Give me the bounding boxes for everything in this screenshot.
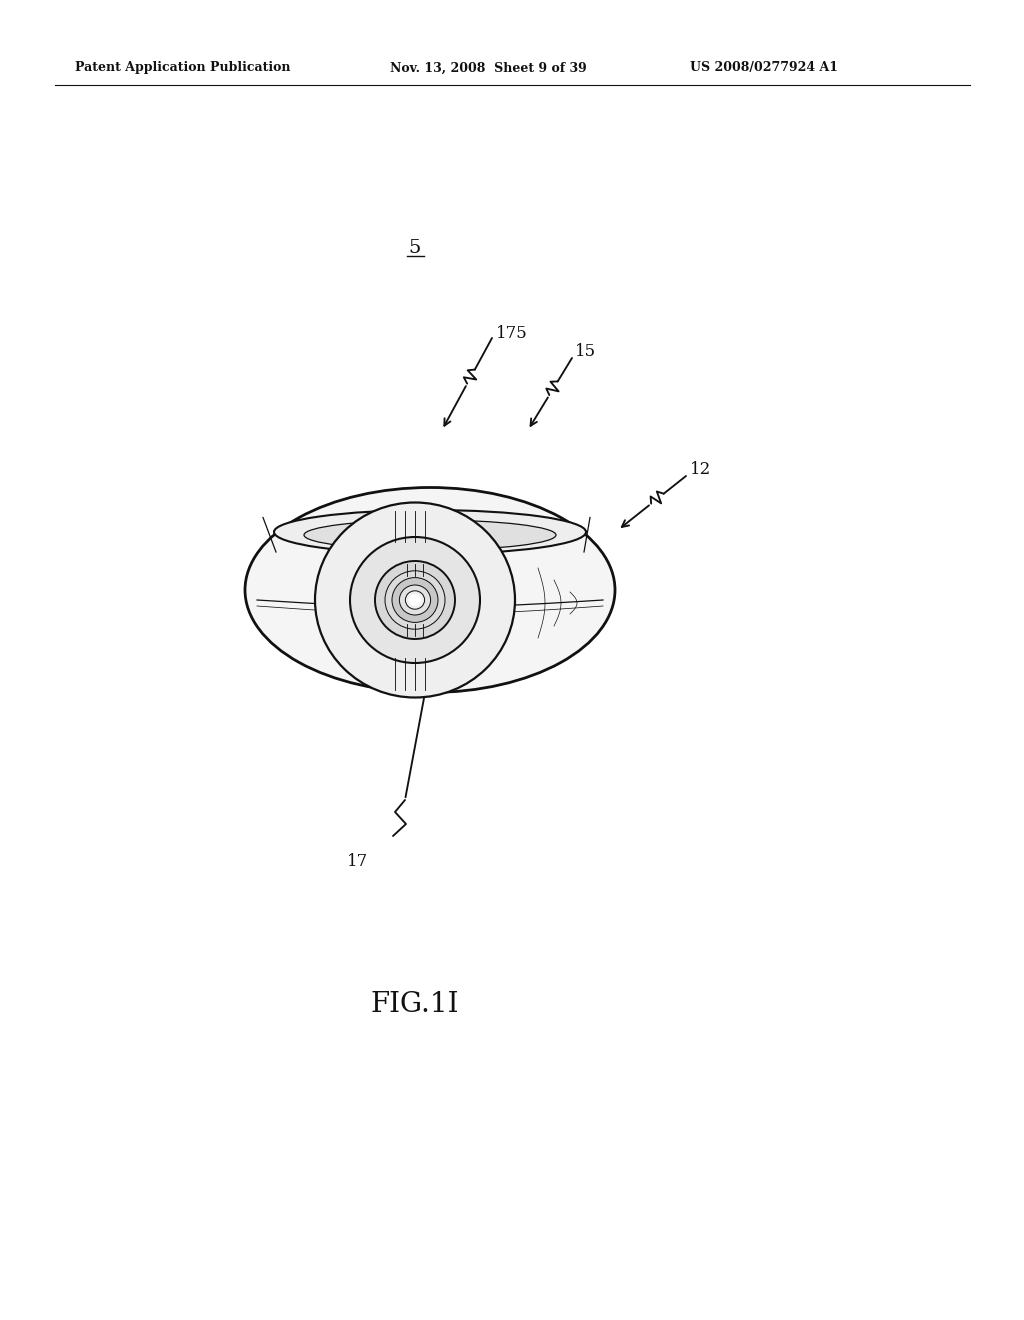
Ellipse shape (406, 591, 425, 610)
Ellipse shape (375, 561, 455, 639)
Text: 15: 15 (575, 343, 596, 360)
Text: Nov. 13, 2008  Sheet 9 of 39: Nov. 13, 2008 Sheet 9 of 39 (390, 62, 587, 74)
Text: 12: 12 (690, 462, 712, 479)
Text: FIG.1I: FIG.1I (371, 991, 459, 1019)
Ellipse shape (392, 578, 438, 623)
Ellipse shape (409, 594, 422, 606)
Ellipse shape (399, 585, 431, 615)
Ellipse shape (315, 503, 515, 697)
Text: 5: 5 (409, 239, 421, 257)
Text: Patent Application Publication: Patent Application Publication (75, 62, 291, 74)
Text: 17: 17 (347, 854, 369, 870)
Ellipse shape (385, 570, 445, 630)
Ellipse shape (245, 487, 615, 693)
Text: 175: 175 (496, 325, 527, 342)
Text: US 2008/0277924 A1: US 2008/0277924 A1 (690, 62, 838, 74)
Ellipse shape (304, 520, 556, 550)
Ellipse shape (274, 510, 586, 554)
Ellipse shape (350, 537, 480, 663)
